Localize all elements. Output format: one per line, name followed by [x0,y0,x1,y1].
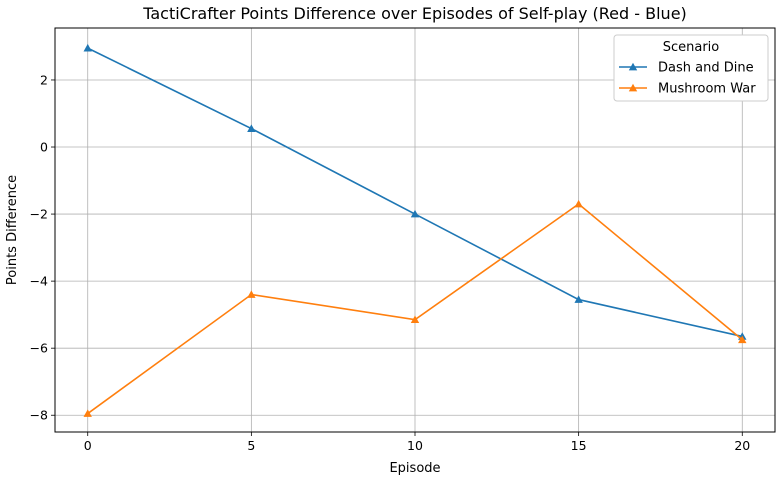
x-axis: 0 5 10 15 20 [84,432,750,453]
y-tick-label: −4 [30,274,48,289]
legend-label: Dash and Dine [658,61,754,76]
data-point [574,199,583,208]
x-tick-label: 20 [734,438,750,453]
y-tick-label: −6 [30,341,48,356]
data-point [410,209,420,218]
chart-title: TactiCrafter Points Difference over Epis… [142,4,687,23]
legend-marker [628,62,638,71]
y-tick-label: −8 [30,408,48,423]
data-point [738,335,747,344]
legend-entry: Mushroom War [619,82,756,97]
data-point [83,43,92,52]
legend: Scenario Dash and Dine Mushroom War [613,34,769,102]
legend-marker [628,83,638,92]
y-axis: 2 0 −2 −4 −6 −8 [30,72,55,423]
x-tick-label: 0 [84,438,92,453]
data-point [247,124,256,132]
y-axis-label: Points Difference [5,175,20,285]
legend-label: Mushroom War [658,82,756,97]
y-tick-label: 2 [40,72,48,87]
grid [55,28,775,432]
x-tick-label: 15 [571,438,587,453]
legend-entry: Dash and Dine [619,61,754,76]
x-tick-label: 5 [247,438,255,453]
y-tick-label: −2 [30,207,48,222]
legend-title: Scenario [663,40,720,55]
legend-box [613,34,769,102]
x-tick-label: 10 [407,438,423,453]
data-point [574,295,583,303]
data-point [410,315,420,324]
data-point [83,409,92,417]
data-point [247,290,256,298]
x-axis-label: Episode [389,461,440,476]
y-tick-label: 0 [40,140,48,155]
series-layer [83,43,747,417]
series-mushroom-war [83,199,747,417]
